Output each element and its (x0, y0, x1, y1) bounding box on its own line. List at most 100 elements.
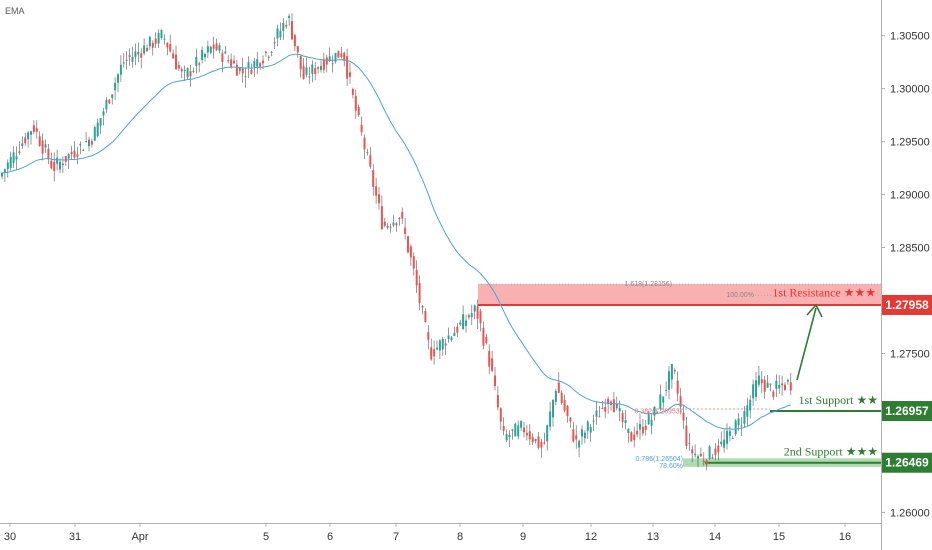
candle-body (430, 347, 433, 360)
candle-body (134, 51, 137, 57)
candle-body (491, 358, 494, 371)
candle-body (659, 394, 662, 410)
candle-body (502, 426, 505, 431)
candle-body (647, 414, 650, 425)
candle-body (633, 434, 636, 441)
time-tick-label: 9 (520, 531, 526, 543)
candle-body (325, 57, 328, 65)
time-tick-label: 14 (709, 531, 721, 543)
candle-body (50, 160, 53, 169)
candle-body (592, 420, 595, 422)
candle-body (288, 15, 291, 19)
candle-body (317, 67, 320, 69)
candle-body (44, 144, 47, 148)
zones-layer (478, 283, 881, 467)
fib-label: 1.618(1.28156) (625, 281, 672, 288)
candle-body (424, 310, 427, 322)
candle-body (259, 63, 262, 67)
candle-body (520, 421, 523, 428)
candle-body (125, 59, 128, 61)
candle-body (189, 71, 192, 77)
candle-body (473, 305, 476, 312)
candle-body (32, 125, 35, 132)
candle-body (331, 63, 334, 65)
resistance-price-box-label: 1.27958 (885, 298, 929, 312)
candle-body (552, 400, 554, 418)
candle-body (572, 429, 575, 442)
candle-body (73, 150, 76, 158)
price-tick-label: 1.29000 (890, 190, 930, 202)
candle-body (256, 59, 259, 67)
candle-body (357, 106, 360, 116)
candle-body (392, 222, 395, 226)
time-axis[interactable]: 30 31 Apr 5 6 7 8 9 12 13 14 15 16 (4, 523, 851, 543)
candle-body (230, 59, 233, 67)
candle-body (47, 148, 50, 160)
candle-body (781, 383, 784, 386)
candle-body (444, 343, 447, 346)
candle-body (404, 227, 407, 234)
candle-body (285, 24, 288, 27)
candle-body (578, 440, 581, 448)
candle-body (546, 425, 549, 442)
candle-body (282, 23, 285, 31)
candle-body (786, 379, 789, 382)
candle-body (740, 425, 743, 427)
candle-body (244, 76, 247, 78)
candle-body (508, 435, 511, 438)
time-tick-label: 16 (839, 531, 851, 543)
candle-body (711, 457, 714, 459)
candle-body (163, 38, 166, 40)
candle-body (291, 21, 293, 40)
candles-layer (1, 13, 792, 471)
candle-body (262, 60, 264, 64)
candle-body (566, 405, 569, 417)
candle-body (728, 431, 731, 436)
candle-body (343, 52, 346, 61)
candle-body (302, 66, 305, 79)
candle-body (673, 369, 676, 372)
candle-body (372, 170, 375, 188)
candle-body (322, 59, 325, 71)
candle-body (235, 64, 238, 76)
candle-body (383, 221, 386, 226)
candle-body (523, 427, 525, 433)
candle-body (59, 161, 61, 170)
candle-body (76, 154, 79, 157)
candle-body (505, 434, 508, 441)
candle-body (212, 44, 215, 49)
candle-body (760, 379, 763, 384)
candle-body (514, 423, 517, 437)
time-tick-label: 6 (327, 531, 333, 543)
candle-body (395, 223, 398, 226)
candle-body (386, 225, 389, 228)
candle-body (389, 226, 392, 228)
candle-body (131, 56, 134, 62)
candle-body (601, 407, 604, 409)
candle-body (99, 118, 102, 126)
time-tick-label: 15 (773, 531, 785, 543)
candle-body (305, 67, 308, 75)
candle-body (218, 45, 221, 51)
candle-body (694, 453, 697, 456)
candle-body (409, 246, 412, 258)
candle-body (581, 429, 583, 437)
candle-body (479, 310, 482, 324)
candle-body (340, 53, 343, 58)
candle-body (459, 322, 462, 325)
candle-body (586, 421, 589, 431)
candle-body (717, 445, 720, 453)
candle-body (618, 408, 621, 412)
candle-body (215, 43, 218, 51)
candle-body (38, 136, 41, 146)
candle-body (30, 131, 32, 135)
candle-body (18, 151, 21, 153)
candle-body (227, 60, 230, 62)
candle-body (789, 382, 792, 391)
candle-body (6, 162, 9, 170)
candle-body (96, 122, 99, 137)
candle-body (351, 89, 354, 95)
price-axis[interactable]: 1.30500 1.30000 1.29500 1.29000 1.28500 1.275… (881, 31, 932, 520)
candle-body (151, 42, 154, 48)
candle-body (769, 383, 772, 385)
